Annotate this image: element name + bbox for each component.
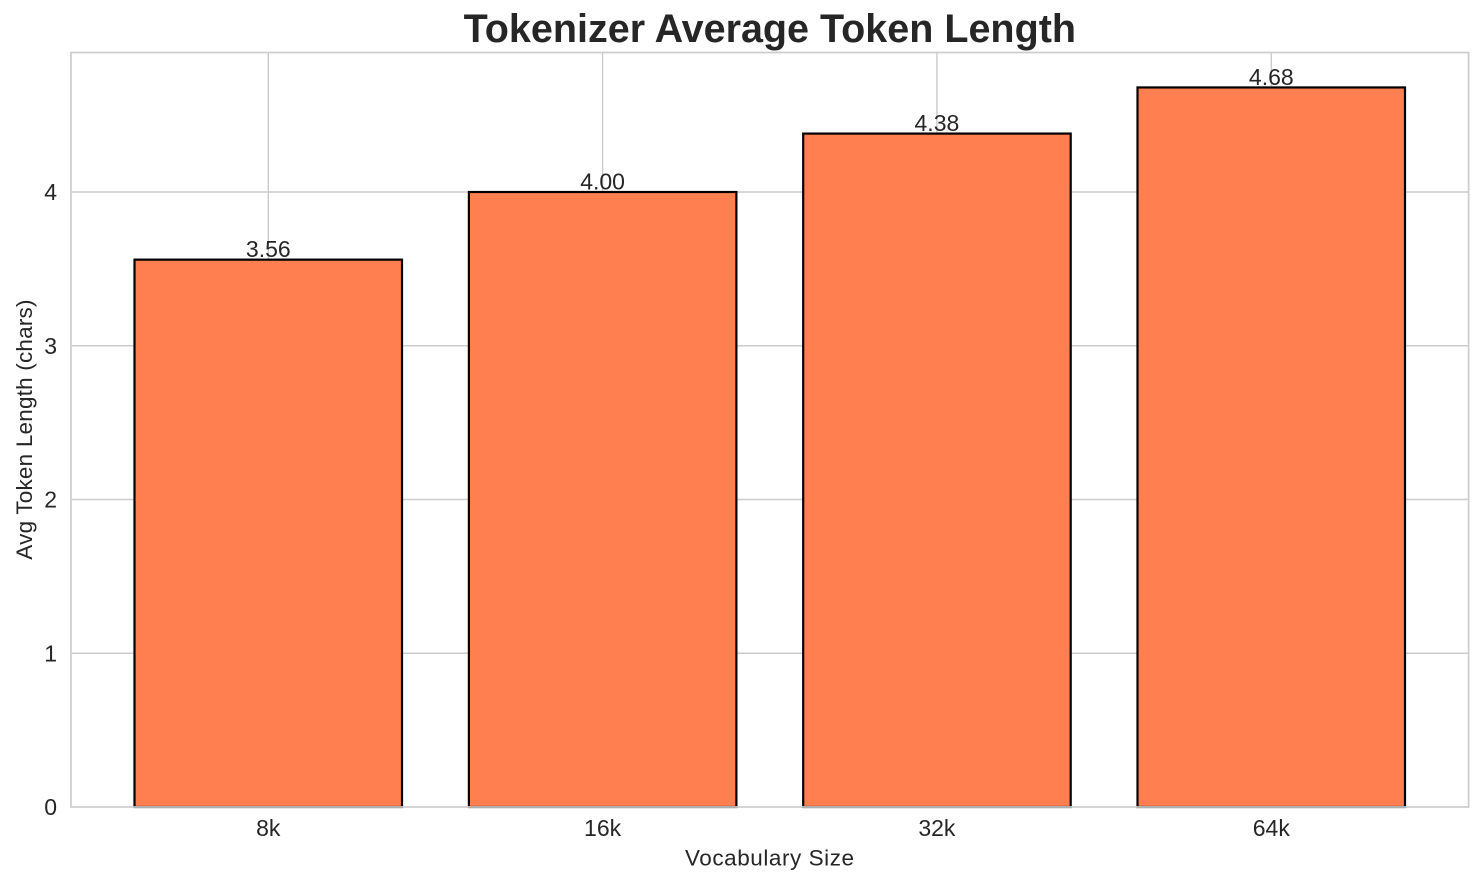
svg-text:4.68: 4.68	[1249, 64, 1294, 90]
svg-text:Vocabulary Size: Vocabulary Size	[685, 846, 855, 871]
svg-text:32k: 32k	[918, 815, 956, 841]
svg-text:2: 2	[44, 487, 57, 513]
svg-text:0: 0	[44, 794, 57, 820]
svg-text:Avg Token Length (chars): Avg Token Length (chars)	[12, 299, 37, 559]
svg-text:3.56: 3.56	[246, 236, 291, 262]
svg-text:3: 3	[44, 333, 57, 359]
svg-text:4.00: 4.00	[580, 169, 625, 195]
svg-text:Tokenizer Average Token Length: Tokenizer Average Token Length	[464, 7, 1076, 51]
svg-text:4: 4	[44, 179, 57, 205]
svg-text:64k: 64k	[1253, 815, 1291, 841]
svg-text:4.38: 4.38	[915, 110, 960, 136]
svg-text:8k: 8k	[256, 815, 281, 841]
svg-text:16k: 16k	[584, 815, 622, 841]
svg-text:1: 1	[44, 640, 57, 666]
